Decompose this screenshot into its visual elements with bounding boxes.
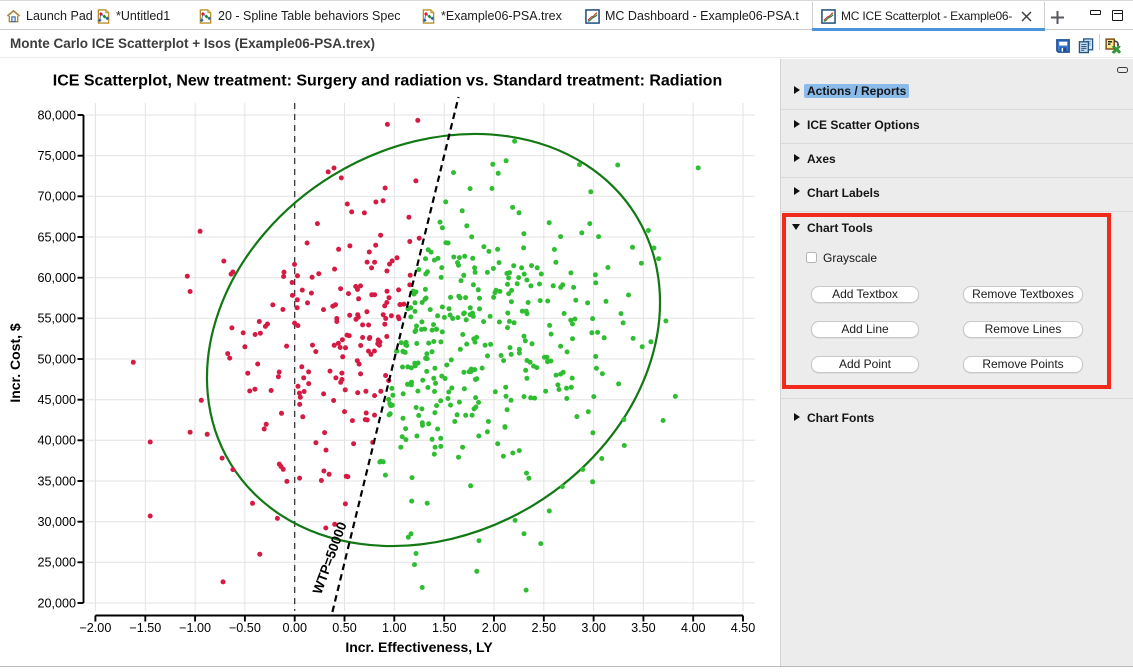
- svg-text:40,000: 40,000: [37, 434, 76, 448]
- svg-text:2.50: 2.50: [532, 621, 557, 635]
- svg-text:75,000: 75,000: [37, 149, 76, 163]
- svg-text:1.00: 1.00: [382, 621, 407, 635]
- svg-text:2.00: 2.00: [482, 621, 507, 635]
- svg-text:4.00: 4.00: [681, 621, 706, 635]
- svg-text:−1.00: −1.00: [179, 621, 211, 635]
- svg-text:3.00: 3.00: [581, 621, 606, 635]
- svg-text:50,000: 50,000: [37, 352, 76, 366]
- svg-text:80,000: 80,000: [37, 108, 76, 122]
- svg-text:65,000: 65,000: [37, 230, 76, 244]
- svg-text:45,000: 45,000: [37, 393, 76, 407]
- svg-text:3.50: 3.50: [631, 621, 656, 635]
- svg-text:4.50: 4.50: [731, 621, 756, 635]
- svg-text:0.50: 0.50: [332, 621, 357, 635]
- svg-text:30,000: 30,000: [37, 515, 76, 529]
- svg-text:WTP=50000: WTP=50000: [310, 520, 350, 596]
- svg-text:20,000: 20,000: [37, 596, 76, 610]
- svg-text:55,000: 55,000: [37, 312, 76, 326]
- svg-text:Incr. Cost, $: Incr. Cost, $: [7, 323, 23, 403]
- svg-text:70,000: 70,000: [37, 190, 76, 204]
- svg-text:−2.00: −2.00: [79, 621, 111, 635]
- svg-text:ICE Scatterplot, New treatment: ICE Scatterplot, New treatment: Surgery …: [53, 73, 722, 90]
- svg-text:−0.50: −0.50: [229, 621, 261, 635]
- svg-text:Incr. Effectiveness, LY: Incr. Effectiveness, LY: [345, 639, 493, 655]
- svg-text:0.00: 0.00: [282, 621, 307, 635]
- svg-text:25,000: 25,000: [37, 556, 76, 570]
- svg-text:35,000: 35,000: [37, 474, 76, 488]
- svg-text:60,000: 60,000: [37, 271, 76, 285]
- svg-text:1.50: 1.50: [432, 621, 457, 635]
- svg-text:−1.50: −1.50: [129, 621, 161, 635]
